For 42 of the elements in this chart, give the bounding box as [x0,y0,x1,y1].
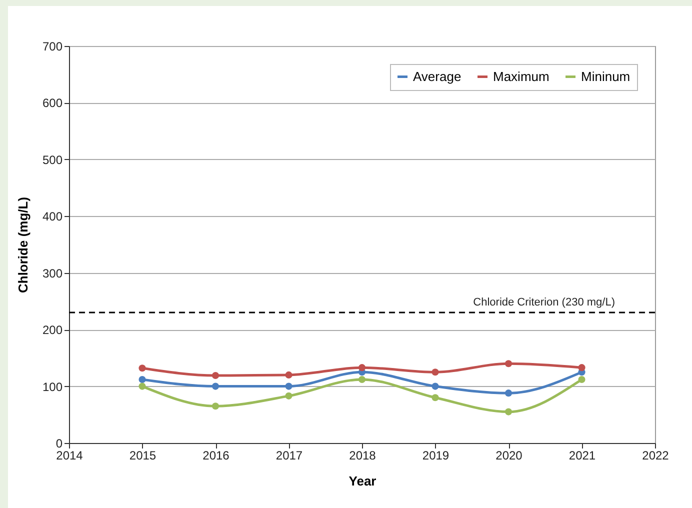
point [432,382,439,390]
point [212,402,220,410]
y-tick-label: 500 [42,152,63,167]
point [504,360,512,368]
y-tick-label: 200 [42,323,63,338]
x-tick-label: 2017 [276,448,303,462]
point [432,368,439,376]
point [285,382,292,390]
ref-line-label: Chloride Criterion (230 mg/L) [473,296,615,309]
x-tick-label: 2015 [129,448,156,462]
point [578,376,586,384]
point [138,376,146,384]
x-tick-label: 2016 [202,448,230,462]
point [358,376,366,384]
x-tick-label: 2021 [568,448,596,462]
point [138,382,146,390]
x-axis-title: Year [348,474,376,488]
y-tick-label: 600 [42,96,63,110]
point [432,394,439,402]
point [285,392,292,400]
point [138,364,146,372]
y-tick-label: 700 [42,40,63,54]
y-tick-label: 0 [56,436,63,450]
x-tick-label: 2014 [56,448,84,462]
point [358,364,366,372]
legend-label: Maximum [493,68,550,84]
x-tick-label: 2022 [642,448,670,462]
x-tick-label: 2018 [349,448,376,462]
point [212,382,220,390]
point [504,408,512,416]
x-tick-label: 2020 [496,448,523,462]
y-tick-label: 400 [42,210,63,224]
x-tick-label: 2019 [422,448,450,462]
point [285,371,292,378]
y-axis-title: Chloride (mg/L) [15,196,30,294]
legend-label: Average [413,68,462,84]
point [212,372,220,380]
legend-label: Mininum [581,68,630,84]
y-tick-label: 100 [42,380,63,394]
y-tick-label: 300 [42,266,63,280]
point [578,364,586,372]
point [504,390,512,397]
